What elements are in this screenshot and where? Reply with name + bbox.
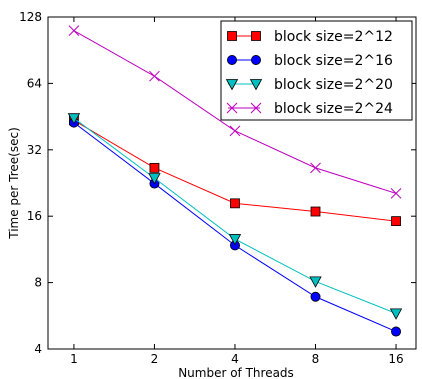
- y-tick-label: 32: [27, 143, 42, 157]
- legend-entry: block size=2^24: [226, 101, 393, 117]
- data-point: [390, 188, 402, 199]
- x-marker-stroke: [250, 102, 262, 114]
- series-layer: [67, 25, 403, 337]
- data-point: [310, 206, 321, 217]
- plot-frame: [47, 16, 417, 350]
- x-tick-label: 2: [151, 352, 159, 366]
- x-tick-label: 16: [388, 352, 403, 366]
- data-point: [228, 234, 242, 246]
- series-4: [68, 25, 402, 199]
- legend-entry: block size=2^12: [227, 29, 393, 45]
- x-marker-stroke: [229, 125, 241, 137]
- legend-marker: [226, 55, 237, 66]
- x-tick-label: 1: [70, 352, 78, 366]
- data-point: [389, 308, 403, 320]
- data-point: [309, 276, 322, 288]
- legend-marker: [250, 55, 261, 66]
- series-1: [69, 115, 401, 227]
- data-point: [391, 216, 401, 227]
- y-tick-label: 128: [19, 10, 42, 24]
- legend-label: block size=2^16: [274, 53, 393, 69]
- legend-marker: [227, 31, 237, 41]
- legend-marker: [225, 79, 239, 91]
- y-tick-label: 8: [34, 276, 42, 290]
- x-marker-stroke: [390, 188, 402, 199]
- data-point: [230, 198, 240, 209]
- legend-marker: [226, 102, 238, 114]
- series-2: [68, 117, 402, 337]
- data-point: [149, 162, 160, 173]
- x-marker-stroke: [226, 102, 238, 114]
- x-tick-label: 8: [312, 352, 320, 366]
- y-tick-label: 16: [27, 209, 42, 223]
- legend-marker: [250, 102, 262, 114]
- data-point: [310, 162, 321, 174]
- data-point: [67, 113, 81, 125]
- x-tick-label: 4: [231, 352, 239, 366]
- x-marker-stroke: [68, 25, 80, 37]
- x-axis-label: Number of Threads: [178, 366, 294, 379]
- x-marker-stroke: [310, 162, 321, 174]
- legend-label: block size=2^12: [274, 29, 393, 45]
- legend-marker: [249, 79, 263, 91]
- legend-entry: block size=2^20: [225, 77, 393, 93]
- legend-label: block size=2^24: [274, 101, 393, 117]
- series-3: [67, 113, 403, 320]
- data-point: [310, 291, 321, 302]
- legend-label: block size=2^20: [274, 77, 393, 93]
- data-point: [149, 70, 160, 82]
- data-point: [68, 25, 80, 37]
- legend-entry: block size=2^16: [226, 53, 393, 69]
- legend: block size=2^12 block size=2^16 block size…: [220, 20, 413, 121]
- data-point: [148, 173, 161, 185]
- x-marker-stroke: [149, 70, 160, 82]
- legend-marker: [251, 31, 261, 41]
- y-tick-label: 64: [27, 76, 42, 90]
- y-axis-label: Time per Tree(sec): [7, 127, 21, 240]
- y-tick-label: 4: [34, 342, 42, 356]
- data-point: [229, 125, 241, 137]
- data-point: [391, 326, 402, 337]
